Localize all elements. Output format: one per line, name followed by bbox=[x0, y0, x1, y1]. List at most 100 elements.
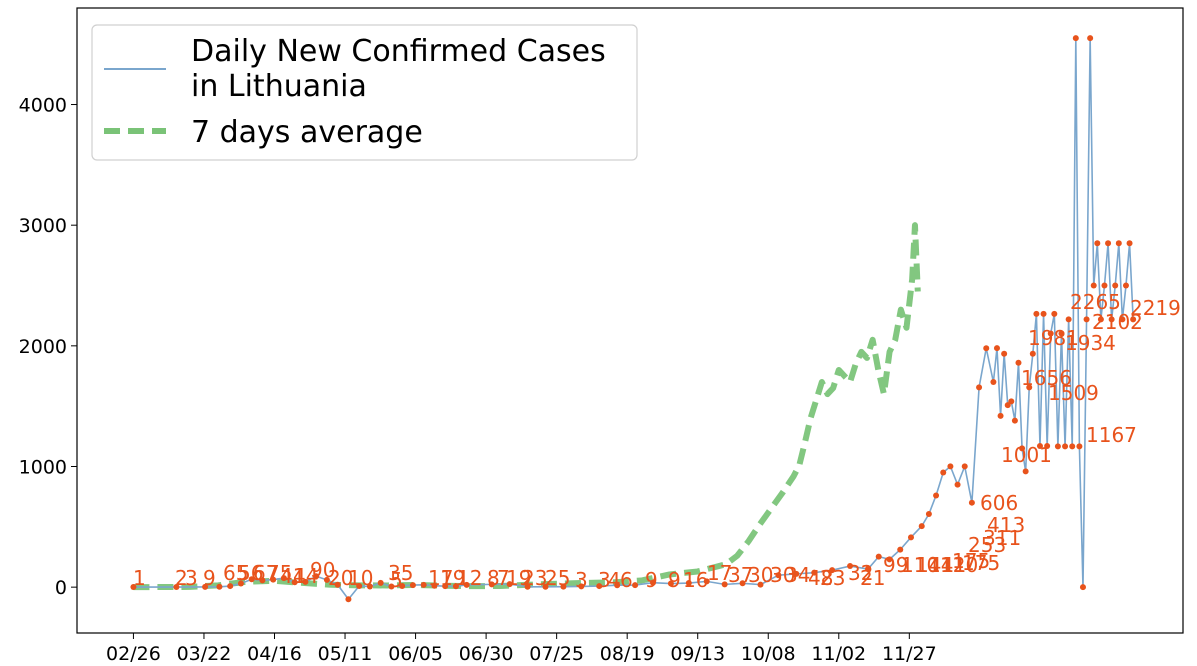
data-label: 175 bbox=[962, 551, 1000, 575]
data-point bbox=[1090, 282, 1097, 289]
data-label: 1509 bbox=[1048, 381, 1099, 405]
data-point bbox=[313, 573, 320, 580]
legend-average-label: 7 days average bbox=[191, 115, 423, 150]
data-label: 35 bbox=[388, 561, 413, 585]
data-point bbox=[1054, 443, 1061, 450]
data-label: 4 bbox=[608, 568, 621, 592]
data-label: 3 bbox=[185, 566, 198, 590]
data-point bbox=[248, 576, 255, 583]
data-point bbox=[1033, 310, 1040, 317]
data-point bbox=[875, 553, 882, 560]
data-label: 56 bbox=[238, 561, 263, 585]
data-label: 110 bbox=[901, 553, 939, 577]
data-point bbox=[757, 581, 764, 588]
data-label: 1934 bbox=[1065, 331, 1116, 355]
data-point bbox=[1004, 402, 1011, 409]
data-point bbox=[997, 412, 1004, 419]
data-point bbox=[940, 469, 947, 476]
data-label: 90 bbox=[310, 558, 335, 582]
legend-daily-label-1: Daily New Confirmed Cases bbox=[191, 34, 606, 69]
data-point bbox=[1011, 417, 1018, 424]
data-point bbox=[976, 384, 983, 391]
data-label: 2 bbox=[175, 566, 188, 590]
data-label: 32 bbox=[848, 561, 873, 585]
data-point bbox=[366, 583, 373, 590]
x-axis: 02/26 03/22 04/16 05/11 06/05 06/30 07/25 08/19… bbox=[106, 633, 937, 665]
data-point bbox=[216, 583, 223, 590]
data-label: 9 bbox=[203, 566, 216, 590]
x-tick-label: 02/26 bbox=[106, 643, 161, 665]
data-point bbox=[649, 579, 656, 586]
data-point bbox=[1029, 350, 1036, 357]
data-point bbox=[968, 499, 975, 506]
data-point bbox=[1101, 282, 1108, 289]
data-point bbox=[409, 582, 416, 589]
data-point bbox=[356, 582, 363, 589]
y-tick-label: 1000 bbox=[19, 456, 67, 478]
data-point bbox=[886, 556, 893, 563]
data-point bbox=[524, 583, 531, 590]
data-point bbox=[925, 511, 932, 518]
data-point bbox=[1040, 310, 1047, 317]
data-label: 1656 bbox=[1021, 366, 1072, 390]
data-point bbox=[1062, 443, 1069, 450]
x-tick-label: 05/11 bbox=[318, 643, 373, 665]
data-point bbox=[1105, 240, 1112, 247]
x-tick-label: 07/25 bbox=[529, 643, 584, 665]
data-label: 1001 bbox=[1001, 443, 1052, 467]
data-point bbox=[280, 575, 287, 582]
data-point bbox=[578, 583, 585, 590]
data-label: 5 bbox=[390, 568, 403, 592]
data-point bbox=[452, 583, 459, 590]
data-point bbox=[1044, 442, 1051, 449]
average-layer bbox=[133, 222, 921, 591]
data-label: 21 bbox=[860, 566, 885, 590]
data-point bbox=[667, 580, 674, 587]
data-label: 17 bbox=[428, 566, 453, 590]
data-point bbox=[1115, 240, 1122, 247]
data-label: 1981 bbox=[1028, 326, 1079, 350]
data-label: 25 bbox=[545, 566, 570, 590]
data-point bbox=[302, 578, 309, 585]
y-tick-label: 0 bbox=[55, 577, 67, 599]
data-point bbox=[632, 582, 639, 589]
data-label: 1 bbox=[133, 566, 146, 590]
x-tick-label: 10/08 bbox=[741, 643, 796, 665]
data-label: 413 bbox=[987, 513, 1025, 537]
data-label: 44 bbox=[293, 564, 318, 588]
data-label: 7 bbox=[497, 566, 510, 590]
data-label: 311 bbox=[983, 526, 1021, 550]
data-point bbox=[829, 567, 836, 574]
data-point bbox=[983, 345, 990, 352]
data-point bbox=[907, 534, 914, 541]
data-point bbox=[1119, 316, 1126, 323]
x-tick-label: 09/13 bbox=[670, 643, 725, 665]
x-tick-label: 03/22 bbox=[177, 643, 232, 665]
x-tick-label: 06/05 bbox=[388, 643, 443, 665]
data-label: 19 bbox=[440, 566, 465, 590]
data-point bbox=[1130, 316, 1137, 323]
data-point bbox=[1058, 330, 1065, 337]
data-label: 16 bbox=[683, 568, 708, 592]
x-tick-label: 04/16 bbox=[247, 643, 302, 665]
data-point bbox=[596, 583, 603, 590]
data-point bbox=[864, 566, 871, 573]
data-label: 3 bbox=[575, 568, 588, 592]
data-point bbox=[431, 582, 438, 589]
data-label: 12 bbox=[457, 566, 482, 590]
data-label: 606 bbox=[980, 491, 1018, 515]
data-label: 120 bbox=[940, 553, 978, 577]
data-point bbox=[323, 576, 330, 583]
data-point bbox=[961, 463, 968, 470]
data-label: 19 bbox=[506, 566, 531, 590]
data-label: 75 bbox=[267, 561, 292, 585]
data-point bbox=[897, 546, 904, 553]
data-point bbox=[614, 582, 621, 589]
data-label: 6 bbox=[620, 568, 633, 592]
data-point bbox=[560, 583, 567, 590]
data-point bbox=[775, 572, 782, 579]
data-label: 175 bbox=[952, 549, 990, 573]
data-point bbox=[1087, 35, 1094, 42]
data-point bbox=[954, 481, 961, 488]
